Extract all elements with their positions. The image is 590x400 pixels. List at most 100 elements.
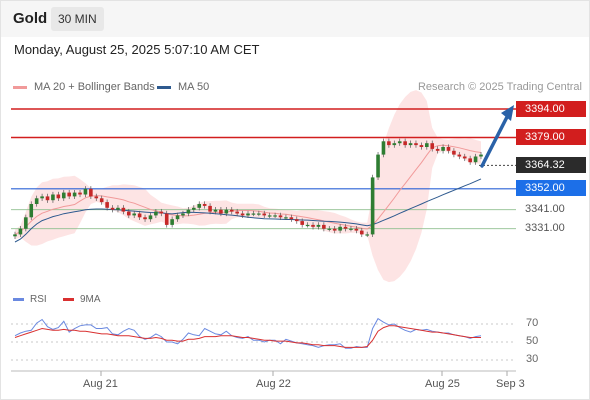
candle-body (229, 209, 234, 212)
candle-body (143, 217, 147, 220)
candle-body (148, 215, 153, 220)
candle-body (284, 217, 288, 219)
candle-body (338, 226, 342, 231)
candle-body (289, 217, 294, 220)
candle-body (359, 230, 364, 235)
candle-body (273, 215, 277, 217)
candle-body (121, 207, 126, 212)
candle-body (159, 211, 164, 214)
x-label-aug25: Aug 25 (425, 378, 460, 390)
candle-body (202, 204, 207, 206)
candle-body (365, 234, 370, 236)
price-level-3341: 3341.00 (525, 203, 565, 215)
candle-body (278, 215, 283, 218)
candle-body (332, 228, 337, 231)
candle-body (430, 143, 435, 149)
candle-body (257, 213, 261, 215)
candle-body (397, 141, 402, 144)
research-credit: Research © 2025 Trading Central (417, 81, 582, 93)
candle-body (99, 198, 104, 203)
candle-body (175, 215, 180, 220)
projection-arrow-shaft (480, 113, 510, 168)
candle-body (78, 192, 82, 195)
candle-body (300, 221, 304, 225)
candle-body (322, 224, 326, 229)
candle-body (29, 204, 34, 218)
projection-arrow-head (501, 105, 514, 121)
candle-body (219, 209, 223, 214)
candle-body (349, 228, 353, 230)
legend-ma50-label: MA 50 (178, 81, 210, 93)
legend-9ma: 9MA (63, 294, 101, 305)
candle-body (89, 188, 93, 197)
candle-body (305, 224, 310, 227)
candle-body (246, 213, 250, 216)
candle-body (452, 150, 456, 155)
rsi-swatch (13, 298, 24, 301)
candle-body (154, 211, 158, 216)
candle-body (67, 192, 71, 197)
candle-body (327, 228, 332, 230)
x-label-aug21: Aug 21 (83, 378, 118, 390)
candle-body (116, 207, 120, 210)
candle-body (441, 147, 445, 151)
legend-ma50: MA 50 (157, 81, 209, 93)
timeframe-button[interactable]: 30 MIN (51, 7, 104, 31)
bollinger-band (15, 90, 481, 283)
legend-bollinger-label: MA 20 + Bollinger Bands (34, 81, 155, 93)
ma20-line (14, 144, 482, 235)
candle-body (354, 228, 359, 231)
candle-body (370, 177, 375, 235)
candle-body (110, 207, 115, 210)
candle-body (468, 158, 472, 163)
rsi-level-70: 70 (526, 317, 539, 329)
x-label-aug22: Aug 22 (256, 378, 291, 390)
timestamp: Monday, August 25, 2025 5:07:10 AM CET (14, 42, 260, 57)
rsi-line (14, 317, 482, 349)
legend-9ma-label: 9MA (80, 294, 101, 305)
candle-body (34, 198, 39, 204)
candle-body (197, 204, 202, 208)
candle-body (408, 143, 413, 146)
rsi-ma-line (14, 325, 481, 348)
candle-body (316, 224, 321, 227)
legend-rsi-label: RSI (30, 294, 47, 305)
candle-body (13, 234, 17, 237)
candle-body (186, 209, 191, 214)
rsi-level-30: 30 (526, 353, 539, 365)
x-label-sep3: Sep 3 (496, 378, 525, 390)
price-level-3352: 3352.00 (516, 180, 586, 196)
candle-body (105, 202, 109, 208)
candle-body (387, 141, 391, 146)
candle-body (311, 224, 315, 227)
candle-body (18, 228, 23, 235)
candle-body (83, 188, 88, 195)
candle-body (414, 143, 418, 146)
candle-body (208, 205, 212, 212)
candle-body (392, 143, 397, 146)
candle-body (403, 141, 407, 146)
candle-body (343, 226, 348, 229)
bollinger-swatch (13, 85, 27, 89)
header-bar: Gold 30 MIN (1, 1, 589, 37)
candle-body (267, 215, 272, 217)
candle-body (473, 156, 478, 163)
candle-body (213, 209, 218, 212)
candle-body (446, 147, 451, 151)
ma50-swatch (157, 85, 171, 89)
candle-body (425, 143, 429, 147)
9ma-swatch (63, 298, 74, 301)
candle-body (40, 196, 44, 199)
candle-body (164, 213, 169, 225)
price-level-3394: 3394.00 (516, 101, 586, 117)
candle-body (457, 154, 462, 157)
candle-body (24, 217, 28, 229)
candle-body (51, 194, 55, 201)
candle-body (462, 156, 467, 159)
candle-body (56, 194, 61, 199)
candle-body (45, 196, 50, 201)
rsi-level-50: 50 (526, 335, 539, 347)
candle-body (381, 141, 386, 155)
candle-body (240, 213, 245, 216)
